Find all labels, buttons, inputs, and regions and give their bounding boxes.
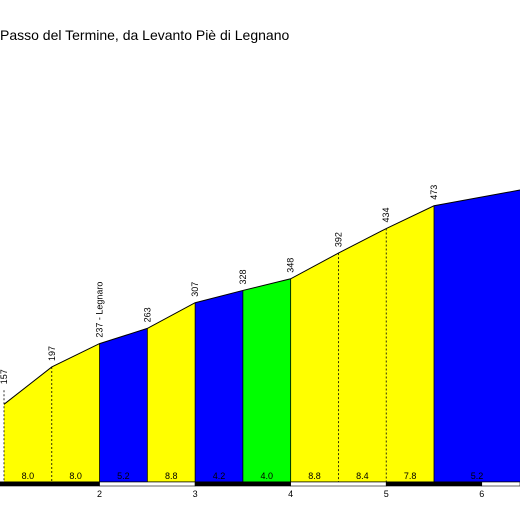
profile-segment — [99, 328, 148, 482]
grade-label: 8.0 — [22, 471, 35, 481]
elevation-label: 237 - Legnaro — [95, 282, 105, 338]
x-tick-label: 6 — [479, 489, 484, 499]
km-stripe — [290, 481, 387, 487]
profile-segment — [242, 278, 291, 482]
elevation-label: 157 — [0, 369, 9, 384]
grade-label: 7.8 — [404, 471, 417, 481]
km-stripe — [385, 481, 483, 487]
x-tick-label: 5 — [384, 489, 389, 499]
x-tick-label: 2 — [97, 489, 102, 499]
grade-label: 8.8 — [308, 471, 321, 481]
profile-segment — [4, 366, 52, 482]
elevation-label: 392 — [333, 232, 343, 247]
elevation-label: 473 — [429, 185, 439, 200]
grade-label: 8.8 — [165, 471, 178, 481]
grade-label: 4.2 — [213, 471, 226, 481]
profile-segment — [434, 190, 520, 482]
elevation-label: 434 — [381, 208, 391, 223]
chart-title: Passo del Termine, da Levanto Piè di Leg… — [0, 27, 290, 43]
grade-label: 4.0 — [261, 471, 274, 481]
profile-segment — [195, 290, 243, 482]
grade-label: 8.4 — [356, 471, 369, 481]
profile-segment — [290, 253, 339, 482]
profile-segment — [386, 205, 434, 482]
km-stripe — [0, 481, 100, 487]
grade-label: 5.2 — [117, 471, 130, 481]
elevation-label: 307 — [190, 282, 200, 297]
profile-segment — [338, 228, 387, 482]
profile-segment — [51, 343, 100, 482]
elevation-label: 328 — [238, 269, 248, 284]
elevation-label: 263 — [142, 307, 152, 322]
grade-label: 5.2 — [471, 471, 484, 481]
km-stripe — [194, 481, 291, 487]
km-stripe — [99, 481, 196, 487]
elevation-label: 348 — [286, 258, 296, 273]
km-stripe — [481, 481, 520, 487]
elevation-label: 197 — [47, 346, 57, 361]
x-tick-label: 3 — [193, 489, 198, 499]
x-tick-label: 4 — [288, 489, 293, 499]
grade-label: 8.0 — [69, 471, 82, 481]
profile-segment — [147, 302, 196, 482]
